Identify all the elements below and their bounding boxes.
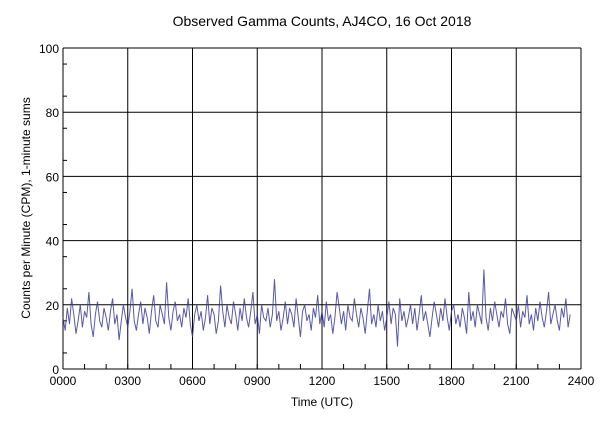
axis-ticks	[62, 63, 582, 369]
x-axis-label: Time (UTC)	[291, 395, 353, 409]
y-tick-label: 80	[46, 106, 60, 120]
y-tick-label: 100	[39, 42, 59, 56]
x-tick-label: 2100	[503, 374, 530, 388]
y-tick-label: 20	[46, 299, 60, 313]
x-tick-label: 2400	[568, 374, 595, 388]
x-tick-labels: 0000 0300 0600 0900 1200 1500 1800 2100 2400	[50, 374, 595, 388]
y-axis-label: Counts per Minute (CPM), 1-minute sums	[19, 97, 33, 318]
y-tick-labels: 0 20 40 60 80 100	[39, 42, 59, 377]
x-tick-label: 0900	[244, 374, 271, 388]
grid	[62, 47, 582, 370]
series-line-cpm	[62, 269, 571, 347]
x-tick-label: 0300	[114, 374, 141, 388]
x-tick-label: 0600	[179, 374, 206, 388]
chart-title: Observed Gamma Counts, AJ4CO, 16 Oct 201…	[173, 13, 472, 29]
x-tick-label: 1500	[373, 374, 400, 388]
x-tick-label: 0000	[50, 374, 77, 388]
y-tick-label: 60	[46, 170, 60, 184]
y-tick-label: 0	[52, 363, 59, 377]
x-tick-label: 1800	[438, 374, 465, 388]
x-tick-label: 1200	[309, 374, 336, 388]
y-tick-label: 40	[46, 235, 60, 249]
